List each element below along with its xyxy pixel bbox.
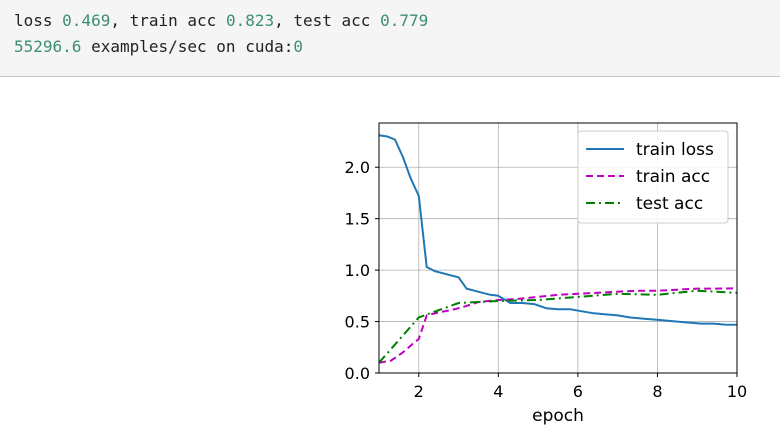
train-acc-label: , train acc — [110, 11, 226, 30]
throughput-label: examples/sec on cuda: — [81, 37, 294, 56]
loss-label: loss — [14, 11, 63, 30]
metrics-line: loss 0.469, train acc 0.823, test acc 0.… — [14, 11, 428, 31]
test-acc-value: 0.779 — [380, 11, 429, 30]
loss-value: 0.469 — [62, 11, 111, 30]
legend-label: test acc — [636, 194, 703, 214]
x-tick-label: 2 — [414, 382, 424, 401]
y-tick-label: 2.0 — [345, 158, 370, 177]
training-curves-chart: 2 4 6 8 100.00.51.01.52.0 epoch train losstr… — [345, 122, 748, 426]
axis-ticks: 2 4 6 8 10 0.0 0.5 1.0 1.5 2.0 — [345, 158, 748, 401]
legend-label: train loss — [636, 140, 714, 160]
throughput-value: 55296.6 — [14, 37, 82, 56]
legend-box — [577, 130, 729, 224]
legend-label: train acc — [636, 167, 710, 187]
train-acc-value: 0.823 — [225, 11, 275, 30]
legend: train loss train acc test acc — [577, 130, 729, 224]
plot-frame — [378, 122, 738, 374]
y-tick-label: 1.5 — [345, 210, 370, 229]
series-line-train-loss — [378, 134, 738, 326]
y-tick-label: 1.0 — [345, 261, 370, 280]
x-tick-label: 8 — [652, 382, 662, 401]
throughput-line: 55296.6 examples/sec on cuda:0 — [14, 37, 303, 57]
x-tick-label: 10 — [727, 382, 747, 401]
x-tick-label: 6 — [573, 382, 583, 401]
device-index: 0 — [293, 37, 303, 56]
series-line-train-acc — [378, 287, 738, 364]
x-tick-label: 4 — [493, 382, 503, 401]
cell-output-area: loss 0.469, train acc 0.823, test acc 0.… — [0, 0, 780, 77]
y-tick-label: 0.0 — [345, 364, 370, 383]
series-line-test-acc — [378, 289, 738, 364]
series-lines — [378, 134, 738, 364]
y-tick-label: 0.5 — [345, 313, 370, 332]
test-acc-label: , test acc — [274, 11, 381, 30]
x-axis-label: epoch — [532, 406, 584, 426]
